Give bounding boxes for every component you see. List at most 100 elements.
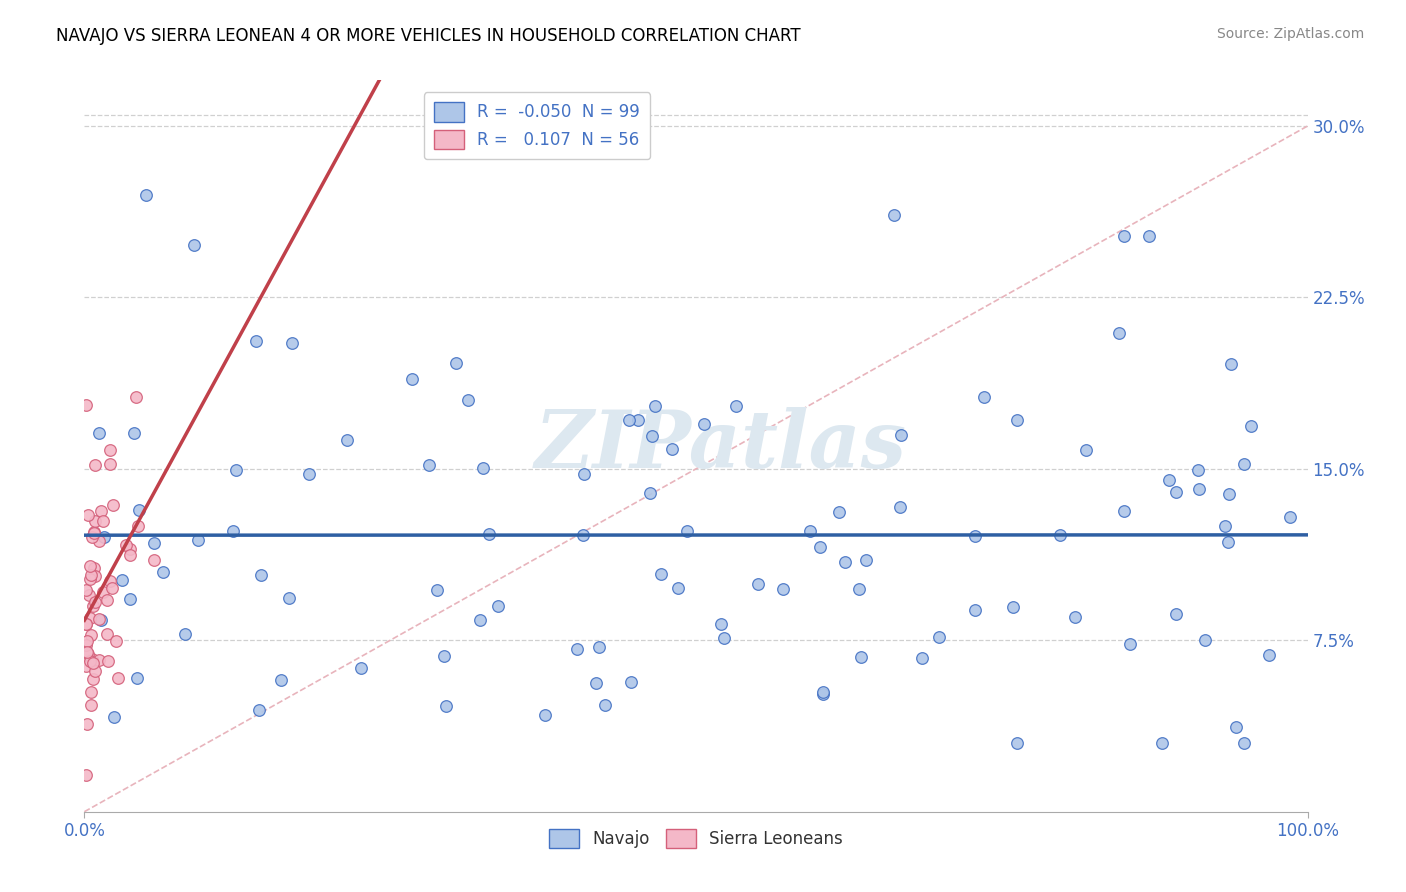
Text: Source: ZipAtlas.com: Source: ZipAtlas.com	[1216, 27, 1364, 41]
Point	[87, 612, 110, 626]
Point	[118, 548, 141, 562]
Point	[83, 515, 105, 529]
Point	[98, 574, 121, 588]
Point	[626, 413, 648, 427]
Point	[79, 654, 101, 668]
Point	[79, 572, 101, 586]
Point	[76, 634, 98, 648]
Point	[1150, 736, 1173, 750]
Point	[183, 238, 205, 252]
Legend: Navajo, Sierra Leoneans: Navajo, Sierra Leoneans	[543, 822, 849, 855]
Point	[1002, 599, 1025, 614]
Point	[103, 710, 125, 724]
Point	[270, 673, 292, 687]
Point	[650, 567, 672, 582]
Point	[83, 525, 105, 540]
Point	[572, 528, 595, 542]
Point	[98, 443, 121, 458]
Point	[478, 527, 501, 541]
Point	[80, 685, 103, 699]
Point	[1119, 638, 1142, 652]
Point	[96, 592, 118, 607]
Point	[76, 508, 98, 522]
Point	[1258, 648, 1281, 663]
Point	[77, 647, 100, 661]
Point	[1064, 610, 1087, 624]
Point	[965, 603, 987, 617]
Point	[80, 652, 103, 666]
Point	[101, 581, 124, 595]
Point	[84, 665, 107, 679]
Point	[401, 372, 423, 386]
Point	[1137, 228, 1160, 243]
Point	[80, 627, 103, 641]
Point	[1233, 457, 1256, 471]
Point	[811, 687, 834, 701]
Point	[76, 716, 98, 731]
Point	[114, 538, 136, 552]
Point	[911, 651, 934, 665]
Point	[80, 568, 103, 582]
Point	[335, 433, 357, 447]
Point	[75, 658, 97, 673]
Point	[849, 649, 872, 664]
Point	[446, 355, 468, 369]
Point	[90, 504, 112, 518]
Text: NAVAJO VS SIERRA LEONEAN 4 OR MORE VEHICLES IN HOUSEHOLD CORRELATION CHART: NAVAJO VS SIERRA LEONEAN 4 OR MORE VEHIC…	[56, 27, 801, 45]
Point	[434, 699, 457, 714]
Point	[97, 654, 120, 668]
Point	[75, 638, 97, 652]
Point	[1239, 418, 1261, 433]
Point	[533, 708, 555, 723]
Point	[135, 187, 157, 202]
Point	[250, 567, 273, 582]
Point	[93, 530, 115, 544]
Point	[83, 458, 105, 473]
Point	[1220, 357, 1243, 371]
Point	[82, 656, 104, 670]
Point	[1225, 720, 1247, 734]
Point	[79, 558, 101, 573]
Point	[963, 529, 986, 543]
Point	[668, 581, 690, 595]
Point	[468, 613, 491, 627]
Point	[75, 768, 97, 782]
Point	[118, 591, 141, 606]
Point	[486, 599, 509, 613]
Point	[620, 675, 643, 690]
Point	[278, 591, 301, 605]
Point	[87, 652, 110, 666]
Point	[855, 552, 877, 566]
Point	[107, 671, 129, 685]
Point	[1049, 527, 1071, 541]
Point	[585, 676, 607, 690]
Point	[75, 616, 97, 631]
Point	[281, 336, 304, 351]
Point	[125, 391, 148, 405]
Point	[82, 672, 104, 686]
Point	[1188, 482, 1211, 496]
Point	[1074, 442, 1097, 457]
Point	[572, 467, 595, 481]
Point	[772, 582, 794, 596]
Point	[693, 417, 716, 431]
Point	[713, 631, 735, 645]
Point	[75, 582, 97, 597]
Point	[418, 458, 440, 473]
Point	[82, 599, 104, 614]
Point	[187, 533, 209, 548]
Point	[1108, 326, 1130, 340]
Point	[1005, 736, 1028, 750]
Point	[350, 661, 373, 675]
Point	[89, 425, 111, 440]
Point	[79, 588, 101, 602]
Point	[1218, 486, 1240, 500]
Point	[105, 633, 128, 648]
Point	[101, 499, 124, 513]
Point	[245, 334, 267, 348]
Point	[890, 428, 912, 442]
Point	[1159, 473, 1181, 487]
Point	[973, 390, 995, 404]
Point	[426, 582, 449, 597]
Point	[1166, 607, 1188, 621]
